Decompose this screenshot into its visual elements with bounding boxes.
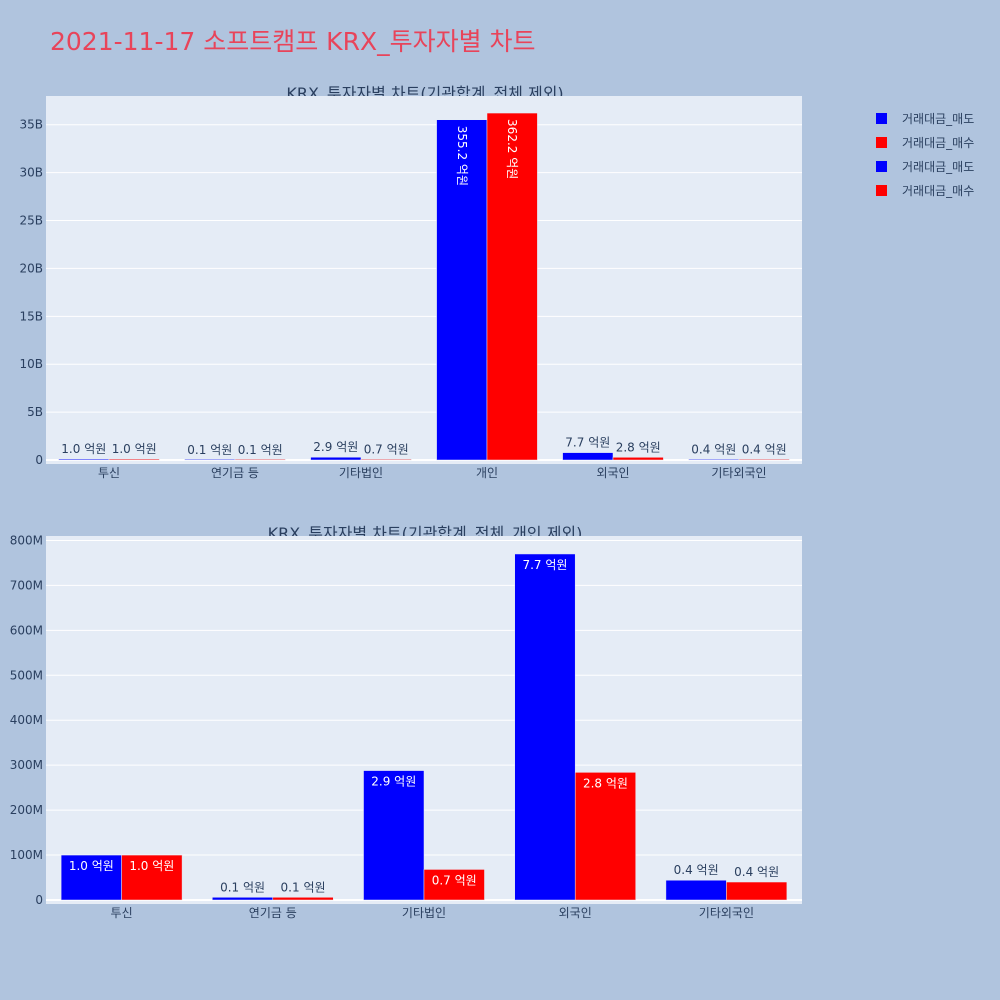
x-tick-label: 외국인 (559, 906, 592, 920)
legend-item[interactable]: 거래대금_매도 (876, 106, 974, 130)
bar (514, 553, 576, 901)
x-tick-label: 투신 (98, 466, 120, 480)
data-label: 0.1 억원 (238, 443, 283, 457)
y-tick-label: 800M (10, 533, 43, 547)
data-label: 0.4 억원 (674, 863, 719, 877)
legend-label: 거래대금_매수 (902, 183, 975, 198)
data-label: 0.7 억원 (432, 873, 477, 887)
legend-swatch (876, 112, 887, 124)
data-label: 0.1 억원 (220, 880, 265, 894)
y-tick-label: 100M (10, 848, 43, 862)
bar (108, 458, 160, 461)
data-label: 0.7 억원 (364, 442, 409, 456)
x-tick-label: 연기금 등 (211, 466, 259, 480)
x-tick-label: 기타법인 (402, 906, 446, 920)
data-label: 362.2 억원 (505, 119, 519, 179)
legend-swatch (876, 136, 887, 148)
bar (436, 119, 488, 461)
data-label: 0.4 억원 (742, 443, 787, 457)
data-label: 1.0 억원 (112, 442, 157, 456)
bar (234, 458, 286, 461)
bar (60, 854, 122, 901)
x-tick-label: 개인 (476, 466, 498, 480)
bar (665, 879, 727, 901)
legend-swatch (876, 160, 887, 172)
bar (272, 897, 334, 901)
data-label: 1.0 억원 (61, 442, 106, 456)
y-tick-label: 30B (19, 166, 43, 180)
y-tick-label: 200M (10, 803, 43, 817)
y-tick-label: 600M (10, 623, 43, 637)
y-tick-label: 0 (35, 453, 43, 467)
bar (310, 456, 362, 461)
bar (726, 881, 788, 901)
data-label: 355.2 억원 (455, 126, 469, 186)
data-label: 0.1 억원 (281, 880, 326, 894)
bar (184, 458, 236, 461)
legend-item[interactable]: 거래대금_매도 (876, 154, 974, 178)
data-label: 2.9 억원 (371, 775, 416, 789)
legend-label: 거래대금_매도 (902, 159, 975, 174)
bar (360, 458, 412, 461)
x-tick-label: 기타법인 (339, 466, 383, 480)
y-tick-label: 0 (35, 893, 43, 907)
data-label: 2.8 억원 (616, 440, 661, 454)
legend-item[interactable]: 거래대금_매수 (876, 178, 974, 202)
bar (58, 458, 110, 461)
plot-area (46, 96, 802, 464)
bar (486, 112, 538, 461)
y-tick-label: 400M (10, 713, 43, 727)
data-label: 7.7 억원 (565, 436, 610, 450)
bar (738, 458, 790, 461)
data-label: 0.1 억원 (187, 443, 232, 457)
legend-swatch (876, 184, 887, 196)
data-label: 1.0 억원 (69, 859, 114, 873)
bar (612, 457, 664, 461)
data-label: 2.9 억원 (313, 440, 358, 454)
x-tick-label: 외국인 (596, 466, 629, 480)
data-label: 7.7 억원 (522, 558, 567, 572)
data-label: 0.4 억원 (691, 443, 736, 457)
y-tick-label: 700M (10, 578, 43, 592)
legend-label: 거래대금_매도 (902, 111, 975, 126)
bar (562, 452, 614, 461)
page-title: 2021-11-17 소프트캠프 KRX_투자자별 차트 (50, 27, 536, 56)
legend: 거래대금_매도 거래대금_매수 거래대금_매도 거래대금_매수 (876, 106, 974, 202)
bar (121, 854, 183, 901)
y-tick-label: 300M (10, 758, 43, 772)
x-tick-label: 기타외국인 (699, 906, 754, 920)
x-tick-label: 기타외국인 (711, 466, 766, 480)
bar (688, 458, 740, 461)
bar (363, 770, 425, 901)
data-label: 2.8 억원 (583, 776, 628, 790)
y-tick-label: 25B (19, 214, 43, 228)
x-tick-label: 연기금 등 (249, 906, 297, 920)
y-tick-label: 5B (27, 405, 43, 419)
x-tick-label: 투신 (111, 906, 133, 920)
bar (423, 869, 485, 901)
data-label: 0.4 억원 (734, 865, 779, 879)
y-tick-label: 500M (10, 668, 43, 682)
y-tick-label: 15B (19, 309, 43, 323)
y-tick-label: 35B (19, 118, 43, 132)
y-tick-label: 20B (19, 261, 43, 275)
bar (574, 772, 636, 901)
legend-item[interactable]: 거래대금_매수 (876, 130, 974, 154)
legend-label: 거래대금_매수 (902, 135, 975, 150)
y-tick-label: 10B (19, 357, 43, 371)
data-label: 1.0 억원 (129, 859, 174, 873)
bar (212, 897, 274, 901)
